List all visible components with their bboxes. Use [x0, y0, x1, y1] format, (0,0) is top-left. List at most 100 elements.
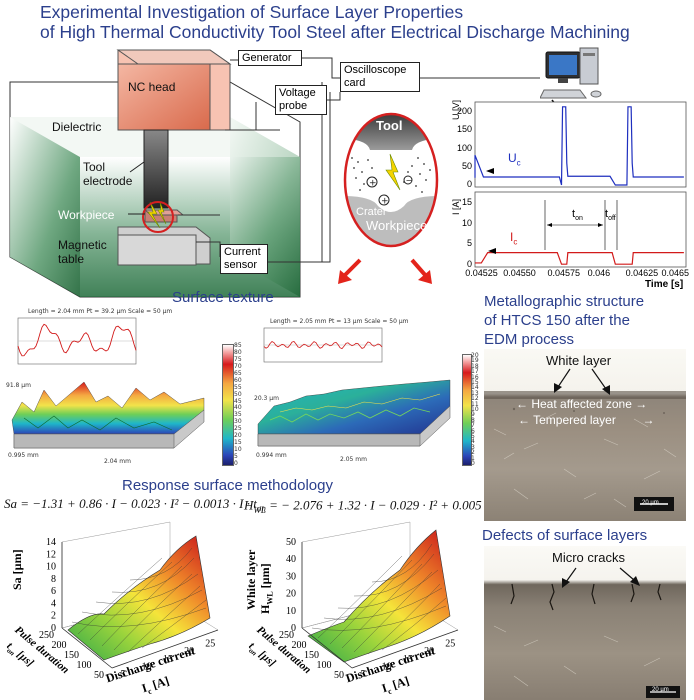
u-tick-label: 200 — [456, 106, 472, 117]
z-tick-label: 0 — [291, 623, 296, 634]
colour-scale-tick: 13 — [471, 389, 479, 397]
metallography-scale-label: 20 µm — [642, 500, 659, 506]
colour-scale-tick: 19 — [471, 357, 479, 365]
colour-scale-tick: 10 — [234, 446, 242, 454]
right-profile-chart — [263, 327, 383, 363]
colour-scale-tick: 5 — [234, 453, 238, 461]
equation-hwl-rhs: = − 2.076 + 1.32 · I − 0.029 · I² + 0.00… — [269, 497, 510, 513]
workpiece-label: Workpiece — [58, 208, 115, 222]
time-tick-label: 0.04625 — [625, 268, 659, 278]
surface-texture-heading: Surface texture — [172, 289, 274, 306]
right-colour-scale — [462, 354, 472, 466]
rsm1-x-axis-label-sub: c — [146, 686, 153, 697]
z-tick-label: 30 — [286, 571, 296, 582]
defects-micrograph: Micro cracks 20 µm — [484, 546, 686, 700]
rsm2-x-axis-label-sub: c — [386, 686, 393, 697]
equation-sa-sub: on — [256, 503, 266, 514]
x-tick-label: 25 — [205, 639, 215, 650]
white-layer-arrows — [554, 368, 610, 395]
colour-scale-tick: 0 — [234, 460, 238, 467]
left-colour-scale — [222, 344, 234, 466]
generator-box: Generator — [238, 50, 302, 66]
rsm-heading: Response surface methodology — [122, 477, 333, 494]
title-line-1: Experimental Investigation of Surface La… — [40, 2, 464, 22]
voltage-plot-frame — [474, 101, 687, 188]
colour-scale-tick: 60 — [234, 376, 242, 384]
oscilloscope-card-box: Oscilloscope card — [340, 62, 420, 92]
red-arrows — [338, 258, 432, 284]
uc-label-sub: c — [516, 158, 521, 168]
u-tick-label: 0 — [466, 179, 472, 189]
colour-scale-tick: 45 — [234, 397, 242, 405]
y-tick-label: 250 — [39, 630, 54, 641]
equation-sa: Sa = −1.31 + 0.86 · I − 0.023 · I² − 0.0… — [4, 496, 266, 514]
magnetic-table-label-1: Magnetic — [58, 238, 107, 252]
metallography-micrograph: White layer ← Heat affected zone → ← Tem… — [484, 349, 686, 521]
colour-scale-tick: 6 — [471, 427, 475, 435]
x-tick-label: 20 — [424, 646, 434, 657]
u-tick-label: 100 — [456, 142, 472, 153]
equation-hwl-lhs: H — [244, 497, 254, 513]
colour-scale-tick: 16 — [471, 373, 479, 381]
colour-scale-tick: 12 — [471, 395, 479, 403]
z-tick-label: 0 — [51, 623, 56, 634]
current-sensor-box: Current sensor — [220, 244, 268, 274]
i-tick-label: 10 — [461, 217, 472, 228]
tempered-label-text: Tempered layer — [533, 413, 616, 427]
discharge-zoom-diagram: + + − — [343, 112, 439, 248]
ton-label-text: t — [572, 208, 576, 220]
voltage-probe-label-1: Voltage — [279, 87, 316, 99]
y-tick-label: 250 — [279, 630, 294, 641]
colour-scale-tick: 9 — [471, 411, 475, 419]
equation-hwl: HWL = − 2.076 + 1.32 · I − 0.029 · I² + … — [244, 496, 518, 515]
y-tick-label: 150 — [64, 650, 79, 661]
y-tick-label: 50 — [94, 670, 104, 681]
right-height-label: 20.3 µm — [254, 395, 279, 402]
colour-scale-tick: 2 — [471, 449, 475, 457]
colour-scale-tick: 80 — [234, 348, 242, 356]
haz-label-text: Heat affected zone — [531, 397, 632, 411]
colour-scale-tick: 20 — [234, 432, 242, 440]
defects-heading: Defects of surface layers — [482, 527, 648, 544]
colour-scale-tick: 35 — [234, 411, 242, 419]
x-tick-label: 25 — [445, 639, 455, 650]
rsm2-z-axis-label-1: White layer — [244, 549, 258, 610]
u-tick-label: 50 — [461, 160, 472, 171]
i-tick-label: 0 — [466, 259, 472, 269]
svg-text:+: + — [369, 179, 377, 189]
right-profile-header: Length = 2.05 mm Pt = 13 µm Scale = 50 µ… — [270, 318, 409, 325]
tempered-label: ← Tempered layer → — [518, 413, 655, 427]
ic-label-text: I — [510, 230, 514, 244]
y-tick-label: 200 — [292, 640, 307, 651]
u-tick-label: 150 — [456, 124, 472, 135]
left-depth-label: 0.995 mm — [8, 452, 39, 459]
time-tick-label: 0.04575 — [547, 268, 581, 278]
zoom-crater-label: Crater — [356, 206, 387, 218]
current-sensor-label-1: Current — [224, 246, 261, 258]
colour-scale-tick: 15 — [234, 439, 242, 447]
colour-scale-tick: 3 — [471, 443, 475, 451]
colour-scale-tick: 30 — [234, 418, 242, 426]
right-3d-texture — [257, 379, 451, 447]
y-tick-label: 100 — [317, 660, 332, 671]
colour-scale-tick: 17 — [471, 368, 479, 376]
x-tick-label: 20 — [184, 646, 194, 657]
white-layer-label: White layer — [546, 353, 612, 368]
z-tick-label: 14 — [46, 537, 56, 548]
current-plot-frame — [474, 191, 687, 268]
right-width-label: 2.05 mm — [340, 456, 367, 463]
left-profile-header: Length = 2.04 mm Pt = 39.2 µm Scale = 50… — [28, 308, 173, 315]
colour-scale-tick: 15 — [471, 379, 479, 386]
i-tick-label: 15 — [461, 197, 472, 208]
svg-text:−: − — [406, 176, 413, 185]
y-tick-label: 200 — [52, 640, 67, 651]
colour-scale-tick: 14 — [471, 384, 479, 392]
haz-label: ← Heat affected zone → — [516, 397, 648, 411]
colour-scale-tick: 8 — [471, 416, 475, 424]
z-tick-label: 6 — [51, 586, 56, 597]
y-tick-label: 150 — [304, 650, 319, 661]
rsm2-z-axis-label-2: H — [258, 604, 272, 614]
ton-label: ton — [572, 208, 583, 222]
voltage-trace — [474, 106, 684, 186]
z-tick-label: 12 — [46, 549, 56, 560]
